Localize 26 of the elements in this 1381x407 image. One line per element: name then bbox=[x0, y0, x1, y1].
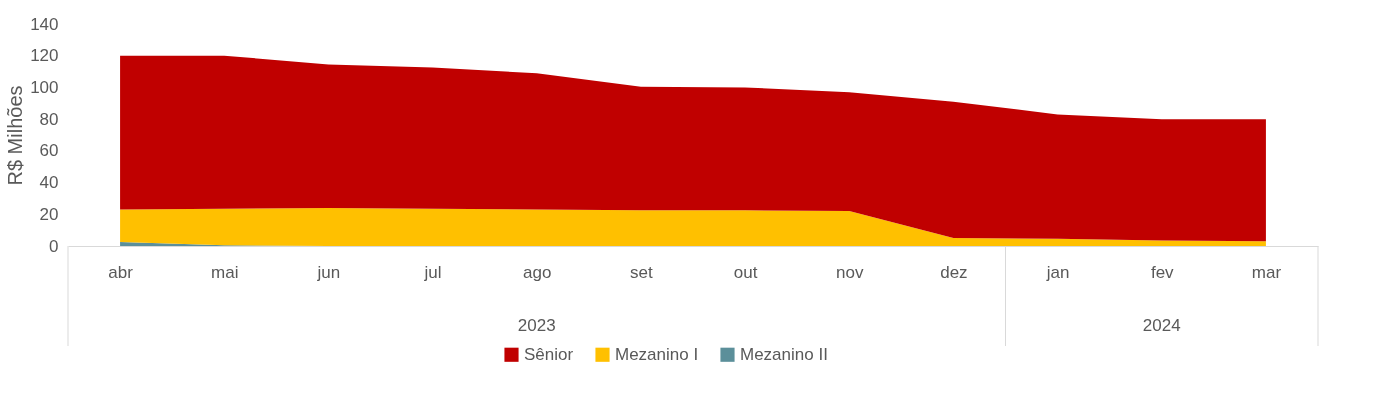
y-tick-label: 40 bbox=[39, 173, 59, 193]
y-tick-label: 20 bbox=[39, 204, 59, 224]
y-tick-label: 80 bbox=[39, 109, 59, 129]
y-tick-label: 60 bbox=[39, 141, 59, 161]
x-tick-label: ago bbox=[523, 262, 552, 282]
x-tick-label: abr bbox=[108, 262, 134, 282]
x-tick-label: jun bbox=[316, 262, 341, 282]
x-tick-label: jan bbox=[1045, 262, 1070, 282]
x-tick-label: jul bbox=[423, 262, 442, 282]
x-tick-label: mar bbox=[1251, 262, 1282, 282]
y-tick-label: 120 bbox=[30, 46, 59, 66]
text: 2023 bbox=[517, 316, 556, 335]
y-tick-label: 100 bbox=[30, 77, 59, 97]
y-tick-label: 140 bbox=[30, 14, 59, 34]
y-axis-title: R$ Milhões bbox=[4, 85, 27, 186]
x-tick-label: nov bbox=[836, 262, 864, 282]
y-tick-label: 0 bbox=[49, 236, 59, 256]
x-tick-label: mai bbox=[211, 262, 239, 282]
x-tick-label: fev bbox=[1150, 262, 1175, 282]
x-tick-label: set bbox=[630, 262, 654, 282]
text: 2024 bbox=[1142, 316, 1181, 335]
legend-label: Mezanino II bbox=[740, 344, 828, 364]
legend-label: Mezanino I bbox=[615, 344, 699, 364]
x-tick-label: out bbox=[733, 262, 758, 282]
x-tick-label: dez bbox=[940, 262, 968, 282]
legend-label: Sênior bbox=[524, 344, 574, 364]
